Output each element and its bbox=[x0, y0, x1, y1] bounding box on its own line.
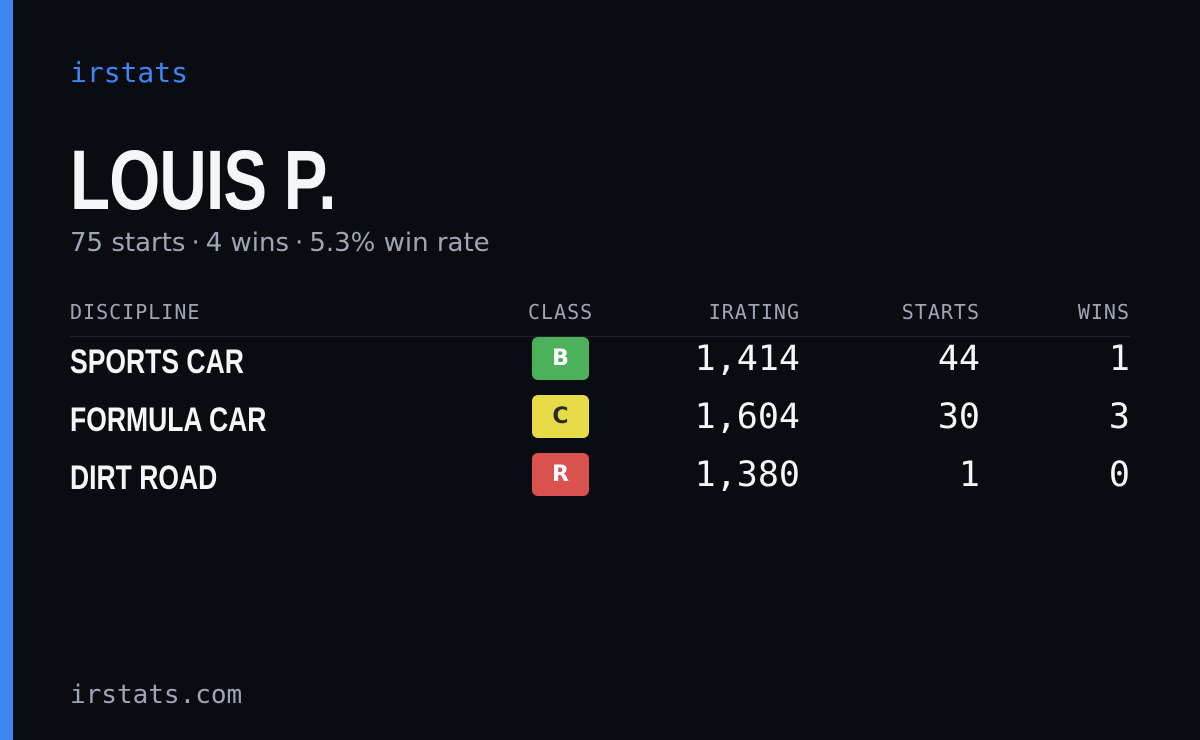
table-header: DISCIPLINE CLASS IRATING STARTS WINS bbox=[70, 296, 1130, 337]
driver-name: LOUIS P. bbox=[70, 133, 336, 227]
row-wins: 3 bbox=[1108, 397, 1130, 437]
header-starts: STARTS bbox=[901, 300, 980, 324]
header-discipline: DISCIPLINE bbox=[70, 300, 201, 324]
accent-bar bbox=[0, 0, 13, 740]
row-wins: 0 bbox=[1108, 455, 1130, 495]
row-irating: 1,604 bbox=[694, 397, 800, 437]
row-discipline: DIRT ROAD bbox=[70, 459, 218, 497]
table-row: FORMULA CAR C 1,604 30 3 bbox=[70, 395, 1130, 453]
summary-separator: · bbox=[295, 228, 304, 258]
row-discipline: SPORTS CAR bbox=[70, 343, 244, 381]
footer-url[interactable]: irstats.com bbox=[70, 680, 243, 710]
row-starts: 44 bbox=[937, 339, 980, 379]
class-badge: B bbox=[532, 337, 589, 380]
row-starts: 30 bbox=[937, 397, 980, 437]
header-wins: WINS bbox=[1077, 300, 1130, 324]
driver-summary: 75 starts · 4 wins · 5.3% win rate bbox=[70, 228, 490, 258]
summary-starts: 75 starts bbox=[70, 228, 186, 258]
class-badge: R bbox=[532, 453, 589, 496]
row-irating: 1,380 bbox=[694, 455, 800, 495]
table-row: SPORTS CAR B 1,414 44 1 bbox=[70, 337, 1130, 395]
summary-separator: · bbox=[191, 228, 200, 258]
stats-table: DISCIPLINE CLASS IRATING STARTS WINS SPO… bbox=[70, 296, 1130, 511]
header-class: CLASS bbox=[528, 300, 594, 324]
summary-wins: 4 wins bbox=[205, 228, 290, 258]
row-wins: 1 bbox=[1108, 339, 1130, 379]
row-discipline: FORMULA CAR bbox=[70, 401, 267, 439]
brand-logo: irstats bbox=[70, 56, 189, 89]
class-badge: C bbox=[532, 395, 589, 438]
row-irating: 1,414 bbox=[694, 339, 800, 379]
summary-win-rate: 5.3% win rate bbox=[309, 228, 490, 258]
header-irating: IRATING bbox=[708, 300, 800, 324]
row-starts: 1 bbox=[958, 455, 980, 495]
table-row: DIRT ROAD R 1,380 1 0 bbox=[70, 453, 1130, 511]
